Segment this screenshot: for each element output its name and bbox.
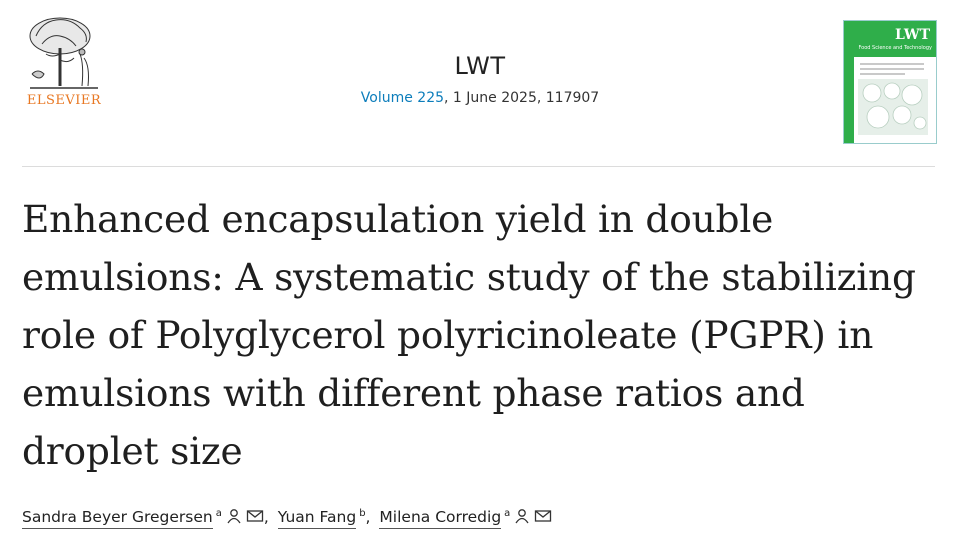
- author-name[interactable]: Milena Corredig: [379, 508, 502, 530]
- elsevier-tree-logo-icon: [20, 14, 108, 94]
- elsevier-logo[interactable]: [20, 14, 108, 114]
- author-item: Sandra Beyer Gregersen a: [22, 508, 264, 530]
- journal-header: LWT Volume 225, 1 June 2025, 117907: [300, 52, 660, 106]
- person-icon[interactable]: [226, 508, 242, 524]
- affiliation-marker[interactable]: a: [215, 508, 222, 519]
- cover-image-icon: [858, 79, 928, 135]
- person-icon[interactable]: [514, 508, 530, 524]
- cover-band: [844, 21, 936, 57]
- volume-link[interactable]: Volume 225: [360, 90, 445, 106]
- article-title: Enhanced encapsulation yield in double e…: [22, 197, 916, 473]
- author-item: Yuan Fang b: [277, 508, 366, 530]
- author-separator: ,: [263, 508, 269, 527]
- mail-icon[interactable]: [246, 508, 264, 524]
- author-name[interactable]: Sandra Beyer Gregersen: [22, 508, 213, 530]
- issue-details: , 1 June 2025, 117907: [444, 90, 600, 106]
- author-list: Sandra Beyer Gregersen a, Yuan Fang b, Mil…: [22, 508, 552, 530]
- author-item: Milena Corredig a: [379, 508, 552, 530]
- affiliation-marker[interactable]: b: [359, 508, 366, 519]
- author-name[interactable]: Yuan Fang: [277, 508, 357, 530]
- cover-text-lines: [860, 63, 924, 78]
- cover-subtitle: Food Science and Technology: [858, 45, 932, 51]
- publisher-name: ELSEVIER: [26, 93, 102, 108]
- mail-icon[interactable]: [534, 508, 552, 524]
- issue-line: Volume 225, 1 June 2025, 117907: [300, 90, 660, 106]
- cover-title: LWT: [894, 27, 930, 43]
- affiliation-marker[interactable]: a: [504, 508, 511, 519]
- author-separator: ,: [365, 508, 371, 527]
- header-divider: [22, 166, 935, 167]
- journal-cover-thumbnail-icon[interactable]: LWT Food Science and Technology: [843, 20, 937, 144]
- journal-title[interactable]: LWT: [454, 52, 506, 80]
- cover-strip: [844, 57, 854, 143]
